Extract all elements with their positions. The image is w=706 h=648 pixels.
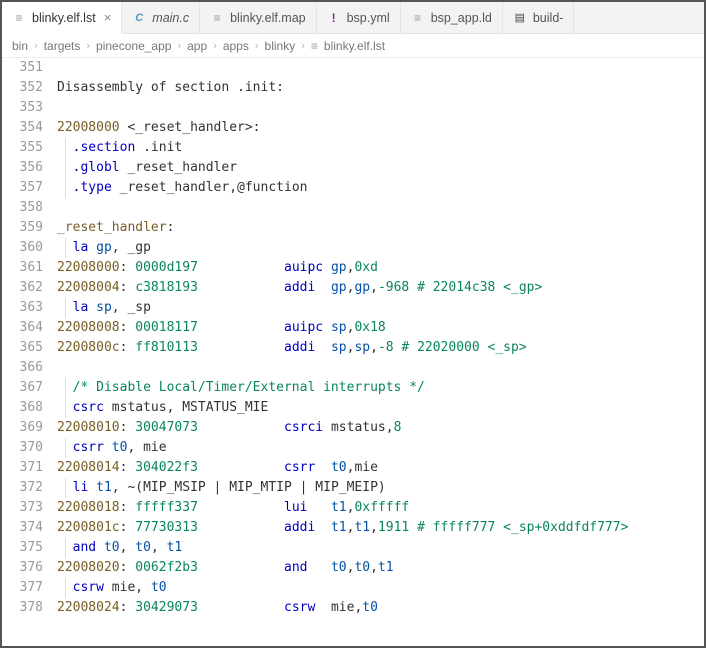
tab-bsp-yml[interactable]: ! bsp.yml — [317, 2, 401, 33]
code-line: 22008024: 30429073 csrw mie,t0 — [57, 598, 704, 618]
chevron-right-icon: › — [255, 40, 259, 52]
line-number: 352 — [2, 78, 43, 98]
line-number: 378 — [2, 598, 43, 618]
code-line: 22008020: 0062f2b3 and t0,t0,t1 — [57, 558, 704, 578]
line-number: 359 — [2, 218, 43, 238]
code-line: /* Disable Local/Timer/External interrup… — [57, 378, 704, 398]
code-line: 2200800c: ff810113 addi sp,sp,-8 # 22020… — [57, 338, 704, 358]
editor: 3513523533543553563573583593603613623633… — [2, 58, 704, 646]
file-icon: ≡ — [210, 11, 224, 25]
crumb[interactable]: blinky — [265, 39, 296, 53]
code-line: _reset_handler: — [57, 218, 704, 238]
build-icon: ▤ — [513, 11, 527, 25]
line-number: 370 — [2, 438, 43, 458]
chevron-right-icon: › — [34, 40, 38, 52]
chevron-right-icon: › — [86, 40, 90, 52]
tab-label: main.c — [152, 11, 189, 25]
line-number: 363 — [2, 298, 43, 318]
tab-build-[interactable]: ▤ build- — [503, 2, 575, 33]
code-line: 22008018: fffff337 lui t1,0xfffff — [57, 498, 704, 518]
code-line: 22008010: 30047073 csrci mstatus,8 — [57, 418, 704, 438]
code-line — [57, 198, 704, 218]
code-line — [57, 98, 704, 118]
line-number: 377 — [2, 578, 43, 598]
close-icon[interactable]: × — [104, 10, 112, 25]
tab-label: bsp.yml — [347, 11, 390, 25]
tab-label: blinky.elf.lst — [32, 11, 96, 25]
line-number: 371 — [2, 458, 43, 478]
code-line: 2200801c: 77730313 addi t1,t1,1911 # fff… — [57, 518, 704, 538]
crumb[interactable]: apps — [223, 39, 249, 53]
crumb[interactable]: pinecone_app — [96, 39, 171, 53]
crumb[interactable]: app — [187, 39, 207, 53]
line-number: 356 — [2, 158, 43, 178]
code-line: 22008014: 304022f3 csrr t0,mie — [57, 458, 704, 478]
file-icon: ≡ — [12, 11, 26, 25]
tab-bar: ≡ blinky.elf.lst × Cmain.c ≡ blinky.elf.map! b… — [2, 2, 704, 34]
line-number: 358 — [2, 198, 43, 218]
chevron-right-icon: › — [177, 40, 181, 52]
code-line: csrc mstatus, MSTATUS_MIE — [57, 398, 704, 418]
line-number: 353 — [2, 98, 43, 118]
line-number: 362 — [2, 278, 43, 298]
tab-main-c[interactable]: Cmain.c — [122, 2, 200, 33]
line-number: 368 — [2, 398, 43, 418]
file-icon: ≡ — [311, 39, 318, 53]
code-line: 22008000: 0000d197 auipc gp,0xd — [57, 258, 704, 278]
code-line — [57, 358, 704, 378]
tab-bsp-app-ld[interactable]: ≡ bsp_app.ld — [401, 2, 503, 33]
line-number: 351 — [2, 58, 43, 78]
file-icon: ≡ — [411, 11, 425, 25]
code-line: 22008004: c3818193 addi gp,gp,-968 # 220… — [57, 278, 704, 298]
tab-label: build- — [533, 11, 564, 25]
code-line: .type _reset_handler,@function — [57, 178, 704, 198]
line-number: 375 — [2, 538, 43, 558]
line-number: 369 — [2, 418, 43, 438]
code-line: 22008000 <_reset_handler>: — [57, 118, 704, 138]
code-line: csrw mie, t0 — [57, 578, 704, 598]
crumb[interactable]: bin — [12, 39, 28, 53]
chevron-right-icon: › — [213, 40, 217, 52]
tab-label: blinky.elf.map — [230, 11, 306, 25]
line-number: 374 — [2, 518, 43, 538]
code-line: 22008008: 00018117 auipc sp,0x18 — [57, 318, 704, 338]
line-number: 361 — [2, 258, 43, 278]
code-area[interactable]: Disassembly of section .init: 22008000 <_… — [57, 58, 704, 646]
line-number: 365 — [2, 338, 43, 358]
line-number: 360 — [2, 238, 43, 258]
code-line: li t1, ~(MIP_MSIP | MIP_MTIP | MIP_MEIP) — [57, 478, 704, 498]
code-line: la sp, _sp — [57, 298, 704, 318]
crumb[interactable]: blinky.elf.lst — [324, 39, 385, 53]
code-line — [57, 58, 704, 78]
code-line: .globl _reset_handler — [57, 158, 704, 178]
line-number: 367 — [2, 378, 43, 398]
code-line: and t0, t0, t1 — [57, 538, 704, 558]
code-line: Disassembly of section .init: — [57, 78, 704, 98]
line-gutter: 3513523533543553563573583593603613623633… — [2, 58, 57, 646]
chevron-right-icon: › — [301, 40, 305, 52]
tab-blinky-elf-map[interactable]: ≡ blinky.elf.map — [200, 2, 317, 33]
line-number: 357 — [2, 178, 43, 198]
line-number: 355 — [2, 138, 43, 158]
line-number: 354 — [2, 118, 43, 138]
breadcrumb: bin › targets › pinecone_app › app › apps › blinky… — [2, 34, 704, 58]
code-line: csrr t0, mie — [57, 438, 704, 458]
code-line: la gp, _gp — [57, 238, 704, 258]
line-number: 372 — [2, 478, 43, 498]
c-icon: C — [132, 11, 146, 25]
tab-label: bsp_app.ld — [431, 11, 492, 25]
line-number: 364 — [2, 318, 43, 338]
code-line: .section .init — [57, 138, 704, 158]
tab-blinky-elf-lst[interactable]: ≡ blinky.elf.lst × — [2, 2, 122, 34]
yaml-icon: ! — [327, 11, 341, 25]
line-number: 376 — [2, 558, 43, 578]
line-number: 373 — [2, 498, 43, 518]
crumb[interactable]: targets — [44, 39, 81, 53]
line-number: 366 — [2, 358, 43, 378]
